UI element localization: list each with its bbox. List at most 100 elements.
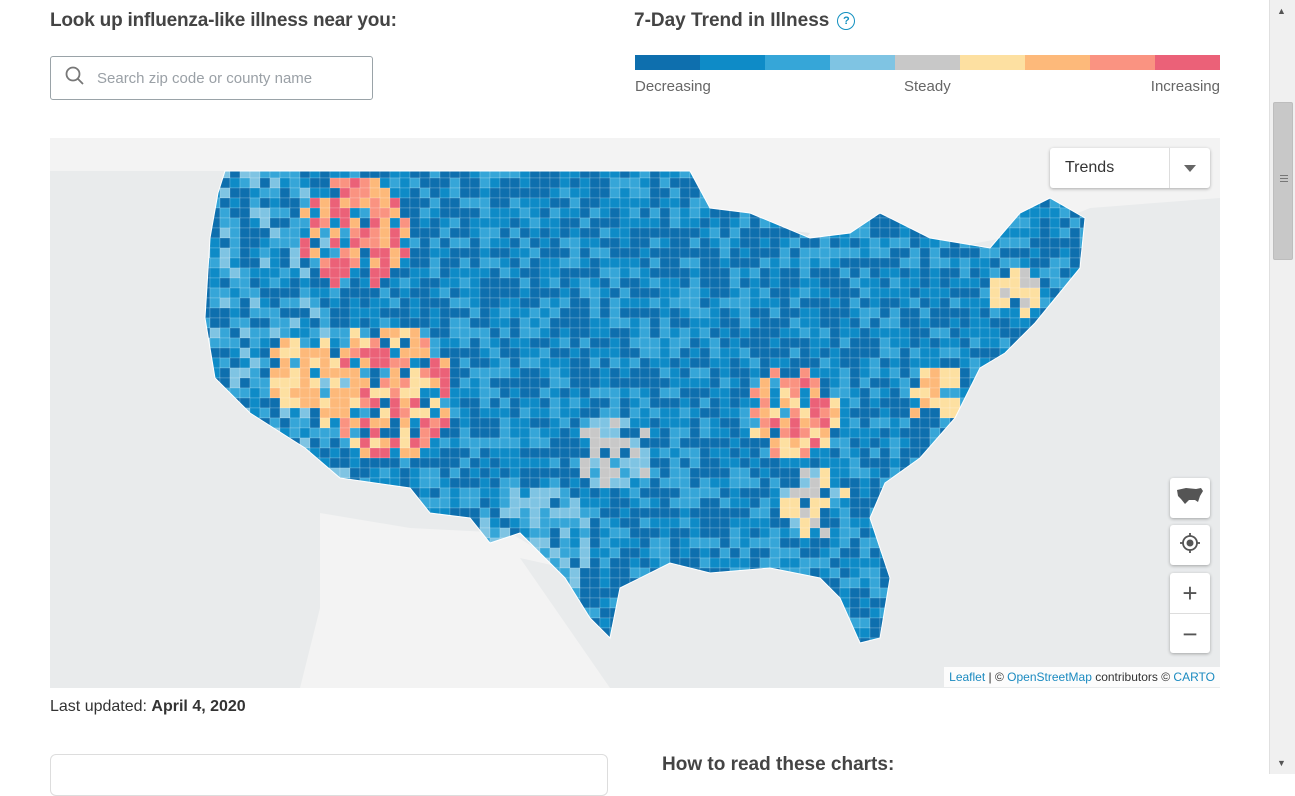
county-cell[interactable] [569,307,581,319]
county-cell[interactable] [1069,537,1081,549]
county-cell[interactable] [939,597,951,609]
county-cell[interactable] [429,327,441,339]
county-cell[interactable] [279,257,291,269]
county-cell[interactable] [659,367,671,379]
county-cell[interactable] [1079,607,1090,619]
county-cell[interactable] [479,357,491,369]
county-cell[interactable] [659,337,671,349]
county-cell[interactable] [409,447,421,459]
county-cell[interactable] [559,377,571,389]
county-cell[interactable] [599,307,611,319]
county-cell[interactable] [779,387,791,399]
county-cell[interactable] [409,477,421,489]
county-cell[interactable] [1069,467,1081,479]
county-cell[interactable] [929,577,941,589]
county-cell[interactable] [249,457,261,469]
county-cell[interactable] [569,447,581,459]
county-cell[interactable] [839,437,851,449]
county-cell[interactable] [749,357,761,369]
county-cell[interactable] [1090,328,1100,338]
county-cell[interactable] [249,617,261,629]
county-cell[interactable] [349,297,361,309]
county-cell[interactable] [539,467,551,479]
county-cell[interactable] [239,367,251,379]
county-cell[interactable] [1049,437,1061,449]
county-cell[interactable] [309,587,321,599]
county-cell[interactable] [659,477,671,489]
county-cell[interactable] [639,237,651,249]
county-cell[interactable] [739,497,751,509]
county-cell[interactable] [559,327,571,339]
county-cell[interactable] [769,297,781,309]
county-cell[interactable] [200,347,211,359]
county-cell[interactable] [399,407,411,419]
county-cell[interactable] [709,357,721,369]
county-cell[interactable] [919,297,931,309]
county-cell[interactable] [699,517,711,529]
county-cell[interactable] [999,517,1011,529]
county-cell[interactable] [1090,258,1100,268]
county-cell[interactable] [799,257,811,269]
county-cell[interactable] [899,557,911,569]
county-cell[interactable] [599,597,611,609]
county-cell[interactable] [1029,457,1041,469]
county-cell[interactable] [489,217,501,229]
county-cell[interactable] [439,327,451,339]
county-cell[interactable] [299,327,311,339]
county-cell[interactable] [539,407,551,419]
county-cell[interactable] [249,517,261,529]
county-cell[interactable] [579,247,591,259]
county-cell[interactable] [839,447,851,459]
county-cell[interactable] [359,337,371,349]
county-cell[interactable] [449,327,461,339]
county-cell[interactable] [239,257,251,269]
county-cell[interactable] [839,297,851,309]
county-cell[interactable] [669,247,681,259]
county-cell[interactable] [239,507,251,519]
county-cell[interactable] [849,457,861,469]
county-cell[interactable] [699,447,711,459]
county-cell[interactable] [539,327,551,339]
county-cell[interactable] [309,297,321,309]
county-cell[interactable] [1009,427,1021,439]
county-cell[interactable] [949,487,961,499]
county-cell[interactable] [499,357,511,369]
county-cell[interactable] [979,557,991,569]
county-cell[interactable] [519,387,531,399]
county-cell[interactable] [979,597,991,609]
county-cell[interactable] [589,287,601,299]
county-cell[interactable] [589,297,601,309]
county-cell[interactable] [369,257,381,269]
county-cell[interactable] [549,467,561,479]
county-cell[interactable] [609,377,621,389]
county-cell[interactable] [369,497,381,509]
county-cell[interactable] [319,317,331,329]
county-cell[interactable] [479,477,491,489]
county-cell[interactable] [299,547,311,559]
county-cell[interactable] [419,517,431,529]
county-cell[interactable] [849,447,861,459]
county-cell[interactable] [879,217,891,229]
county-cell[interactable] [949,617,961,629]
county-cell[interactable] [239,357,251,369]
county-cell[interactable] [479,467,491,479]
county-cell[interactable] [629,297,641,309]
county-cell[interactable] [569,387,581,399]
county-cell[interactable] [1009,407,1021,419]
county-cell[interactable] [409,517,421,529]
county-cell[interactable] [329,377,341,389]
county-cell[interactable] [1079,267,1090,279]
county-cell[interactable] [699,327,711,339]
county-cell[interactable] [1019,407,1031,419]
county-cell[interactable] [889,597,901,609]
county-cell[interactable] [349,337,361,349]
county-cell[interactable] [279,567,291,579]
county-cell[interactable] [889,557,901,569]
county-cell[interactable] [309,427,321,439]
county-cell[interactable] [559,227,571,239]
county-cell[interactable] [399,437,411,449]
county-cell[interactable] [209,417,221,429]
county-cell[interactable] [539,507,551,519]
county-cell[interactable] [669,227,681,239]
county-cell[interactable] [849,467,861,479]
